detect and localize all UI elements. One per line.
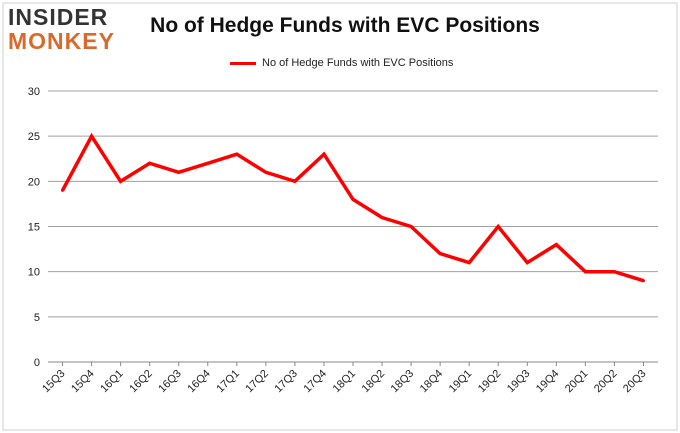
x-tick-label: 17Q2 [243,368,271,396]
insider-monkey-logo: INSIDER MONKEY [8,6,130,53]
x-tick-label: 18Q3 [389,368,417,396]
x-tick-label: 20Q1 [563,368,591,396]
data-point [148,161,152,165]
data-point [641,279,645,283]
data-point [438,252,442,256]
x-tick-label: 16Q3 [156,368,184,396]
x-tick-label: 15Q4 [69,368,97,396]
legend-swatch [230,61,256,65]
y-tick-label: 15 [28,222,40,234]
data-point [409,225,413,228]
data-point [322,152,326,156]
data-point [206,161,210,165]
x-tick-label: 16Q4 [185,368,213,396]
y-tick-label: 20 [28,176,40,188]
data-point [177,170,181,174]
x-tick-label: 16Q2 [127,368,155,396]
x-tick-label: 17Q3 [273,368,301,396]
x-tick-label: 17Q4 [302,368,330,396]
x-tick-label: 19Q4 [534,368,562,396]
x-tick-label: 19Q1 [447,368,475,396]
x-tick-label: 16Q1 [98,368,126,396]
data-point [351,197,355,201]
data-point [467,261,471,265]
data-point [583,270,587,274]
data-point [525,261,529,265]
y-tick-label: 30 [28,86,40,98]
data-point [235,152,239,156]
x-tick-label: 15Q3 [40,368,68,396]
data-point [380,215,384,219]
x-tick-label: 20Q2 [592,368,620,396]
chart-title: No of Hedge Funds with EVC Positions [150,14,540,37]
x-tick-label: 18Q4 [418,368,446,396]
data-point [496,225,500,228]
x-tick-label: 17Q1 [214,368,242,396]
data-point [61,188,65,192]
y-tick-label: 0 [34,357,40,369]
x-tick-label: 20Q3 [621,368,649,396]
y-tick-label: 10 [28,267,40,279]
data-point [119,179,123,183]
data-point [264,170,268,174]
data-point [554,243,558,247]
x-tick-label: 19Q2 [476,368,504,396]
x-tick-label: 19Q3 [505,368,533,396]
data-point [612,270,616,274]
y-tick-label: 5 [34,312,40,324]
legend-label: No of Hedge Funds with EVC Positions [262,57,454,69]
logo-line-2: MONKEY [8,28,115,54]
x-tick-label: 18Q1 [331,368,359,396]
series-line [60,132,645,283]
x-tick-label: 18Q2 [360,368,388,396]
y-tick-label: 25 [28,131,40,143]
logo-line-1: INSIDER [8,4,109,30]
data-point [293,179,297,183]
legend: No of Hedge Funds with EVC Positions [230,54,453,72]
data-point [90,134,94,138]
